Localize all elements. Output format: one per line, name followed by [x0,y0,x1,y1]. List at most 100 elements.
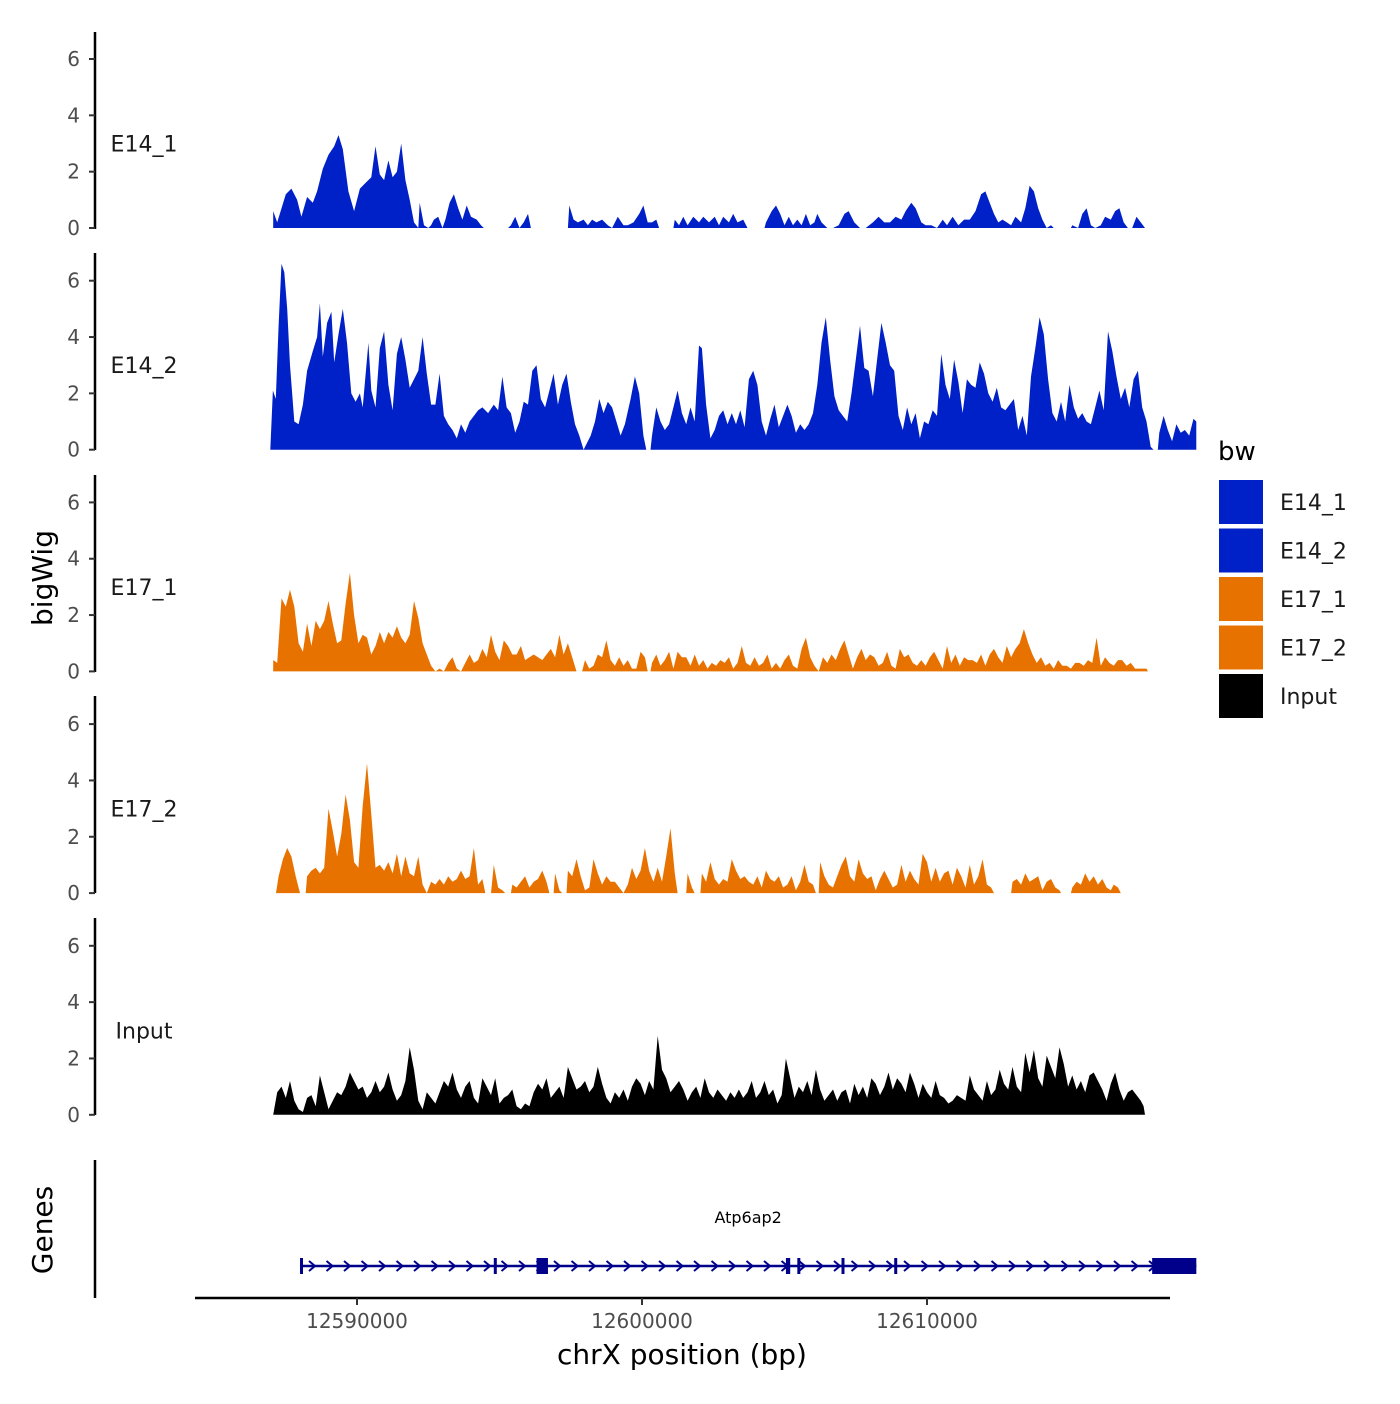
strand-arrow [763,1260,772,1272]
legend-title: bw [1218,437,1256,467]
y-tick-label: 2 [67,160,80,184]
y-tick-label: 2 [67,825,80,849]
strand-arrow [658,1260,667,1272]
strand-arrow [1025,1260,1035,1272]
track-E17_1: 0 2 4 6 E17_1 [67,475,1148,683]
strand-arrow [518,1260,527,1272]
x-tick-label: 12590000 [306,1309,408,1333]
y-tick-label: 2 [67,1046,80,1070]
strand-arrow [308,1260,317,1272]
y-tick-label: 4 [67,768,80,792]
y-tick-label: 4 [67,990,80,1014]
track-panels: 0 2 4 6 E14_1 0 2 4 6 E14_2 0 2 4 6 E17_1 0 2 4 6 E17_2 0 2 4 6… [67,32,1197,1127]
gene-exon [536,1258,548,1274]
strand-arrow [1095,1260,1105,1272]
track-E14_2: 0 2 4 6 E14_2 [67,253,1197,462]
strand-arrow [1078,1260,1087,1272]
legend-items: E14_1 E14_2 E17_1 E17_2 Input [1219,480,1347,718]
x-tick-label: 12600000 [591,1309,693,1333]
gene-exon [493,1258,497,1274]
strand-arrow [745,1260,755,1272]
strand-arrow [938,1260,947,1272]
y-tick-label: 4 [67,325,80,349]
legend-label: E14_2 [1280,540,1347,565]
legend-swatch [1219,577,1263,621]
gene-exon [894,1258,898,1274]
track-E17_2: 0 2 4 6 E17_2 [67,696,1123,905]
y-tick-label: 6 [67,490,80,514]
strand-arrow [588,1260,597,1272]
strand-arrow [325,1260,335,1272]
strand-arrow [413,1260,422,1272]
strand-arrow [885,1260,895,1272]
track-E14_1: 0 2 4 6 E14_1 [67,32,1147,240]
strand-arrow [1008,1260,1017,1272]
y-tick-label: 2 [67,603,80,627]
strand-arrow [973,1260,982,1272]
track-label: E14_2 [111,354,178,379]
strand-arrow [343,1260,352,1272]
legend-label: Input [1280,685,1337,710]
legend: bw E14_1 E14_2 E17_1 E17_2 Input [1218,437,1347,718]
strand-arrow [1060,1260,1070,1272]
strand-arrow [798,1260,807,1272]
strand-arrow [1113,1260,1122,1272]
legend-swatch [1219,480,1263,524]
track-label: E17_1 [111,576,178,601]
gene-track-panel: Atp6ap2 [93,1160,1197,1298]
y-tick-label: 6 [67,269,80,293]
legend-item-Input: Input [1219,674,1337,718]
track-label: Input [116,1019,173,1044]
signal-area-E14_1 [273,135,1147,228]
y-tick-label: 0 [67,1103,80,1127]
strand-arrow [815,1260,825,1272]
strand-arrow [640,1260,650,1272]
strand-arrow [378,1260,387,1272]
legend-item-E14_1: E14_1 [1219,480,1347,524]
legend-item-E17_2: E17_2 [1219,625,1347,670]
strand-arrow [570,1260,580,1272]
gene-Atp6ap2: Atp6ap2 [300,1208,1197,1274]
legend-item-E17_1: E17_1 [1219,577,1347,621]
legend-label: E17_2 [1280,637,1347,662]
gene-exon [1152,1258,1197,1274]
strand-arrow [465,1260,475,1272]
strand-arrow [850,1260,860,1272]
strand-arrow [833,1260,842,1272]
gene-exon [785,1258,791,1274]
legend-label: E14_1 [1280,491,1347,516]
x-axis-title: chrX position (bp) [557,1338,807,1371]
y-tick-label: 4 [67,103,80,127]
signal-area-E17_1 [273,572,1148,672]
legend-swatch [1219,528,1263,573]
y-tick-label: 6 [67,934,80,958]
gene-label: Atp6ap2 [714,1208,781,1227]
strand-arrow [728,1260,737,1272]
genes-axis-title: Genes [26,1186,59,1274]
strand-arrow [710,1260,720,1272]
y-tick-label: 0 [67,881,80,905]
x-tick-label: 12610000 [876,1309,978,1333]
strand-arrow [483,1260,492,1272]
track-Input: 0 2 4 6 Input [67,918,1145,1127]
y-tick-label: 0 [67,216,80,240]
strand-arrow [448,1260,457,1272]
strand-arrow [693,1260,702,1272]
strand-arrow [1043,1260,1052,1272]
track-label: E17_2 [111,798,178,823]
strand-arrow [675,1260,685,1272]
signal-area-E17_2 [276,763,1123,894]
legend-swatch [1219,625,1263,670]
gene-exon [300,1258,303,1274]
y-axis-title: bigWig [26,530,59,626]
strand-arrow [1130,1260,1140,1272]
signal-area-Input [273,1035,1145,1115]
strand-arrow [990,1260,1000,1272]
strand-arrow [955,1260,965,1272]
gene-exon [841,1258,845,1274]
y-tick-label: 4 [67,547,80,571]
strand-arrow [903,1260,912,1272]
y-tick-label: 6 [67,712,80,736]
